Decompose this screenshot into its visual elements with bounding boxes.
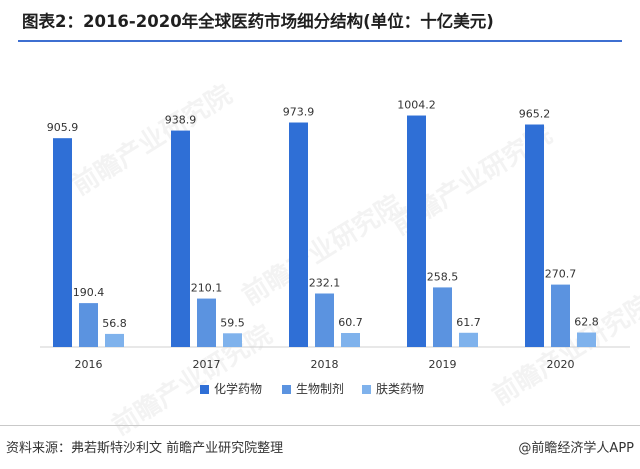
bar-value-label: 965.2	[519, 108, 551, 121]
legend-swatch	[362, 385, 371, 394]
legend-label: 生物制剂	[296, 381, 344, 396]
bar	[577, 332, 596, 347]
bar-value-label: 60.7	[338, 316, 363, 329]
bar-value-label: 905.9	[47, 121, 79, 134]
bar	[315, 293, 334, 347]
bar	[551, 284, 570, 347]
bar-value-label: 1004.2	[397, 99, 436, 112]
source-note: 资料来源：弗若斯特沙利文 前瞻产业研究院整理	[6, 441, 284, 456]
bar	[407, 115, 426, 347]
bar	[433, 287, 452, 347]
bar-value-label: 190.4	[73, 286, 105, 299]
title-divider	[18, 40, 622, 42]
bar-value-label: 973.9	[283, 106, 315, 119]
bar	[525, 124, 544, 348]
chart-title: 图表2：2016-2020年全球医药市场细分结构(单位：十亿美元)	[22, 12, 494, 31]
bar	[105, 333, 124, 347]
legend-swatch	[282, 385, 291, 394]
legend-label: 肤类药物	[376, 381, 424, 396]
bar-value-label: 210.1	[191, 282, 223, 295]
bar-value-label: 938.9	[165, 114, 197, 127]
bar	[171, 130, 190, 347]
bar	[53, 138, 72, 347]
x-tick-label: 2019	[429, 358, 457, 371]
bar	[79, 303, 98, 347]
bar-value-label: 59.5	[220, 316, 245, 329]
x-tick-label: 2017	[193, 358, 221, 371]
credit-note: @前瞻经济学人APP	[518, 441, 634, 456]
bar-value-label: 61.7	[456, 316, 481, 329]
bar	[459, 332, 478, 347]
legend-swatch	[200, 385, 209, 394]
bar-value-label: 232.1	[309, 276, 341, 289]
bar-value-label: 258.5	[427, 270, 459, 283]
footer-divider	[0, 425, 640, 426]
bar-value-label: 62.8	[574, 316, 599, 329]
x-tick-label: 2016	[75, 358, 103, 371]
bar-value-label: 270.7	[545, 268, 577, 281]
bar	[289, 122, 308, 347]
x-tick-label: 2020	[547, 358, 575, 371]
x-tick-label: 2018	[311, 358, 339, 371]
legend-label: 化学药物	[214, 381, 262, 396]
bar	[197, 298, 216, 347]
bar-value-label: 56.8	[102, 317, 127, 330]
bar	[341, 333, 360, 347]
bar	[223, 333, 242, 347]
